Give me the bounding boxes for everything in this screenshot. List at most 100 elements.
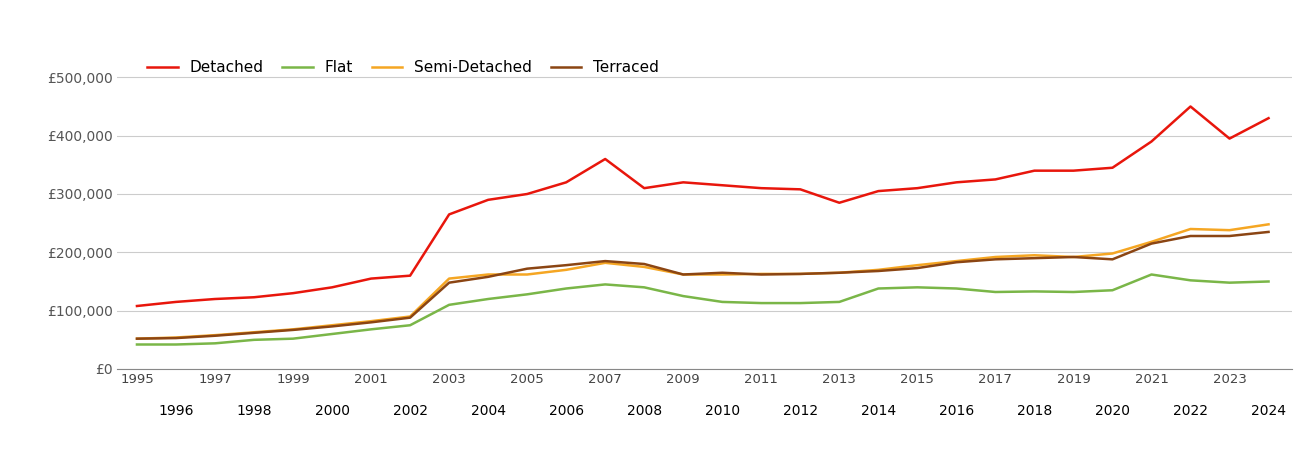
Detached (286, 290, 301, 296)
Semi-Detached (637, 264, 652, 270)
Flat (870, 286, 886, 291)
Semi-Detached (441, 276, 457, 281)
Terraced (402, 315, 418, 320)
Detached (676, 180, 692, 185)
Flat (1221, 280, 1237, 285)
Flat (949, 286, 964, 291)
Terraced (598, 258, 613, 264)
Detached (870, 189, 886, 194)
Terraced (1066, 254, 1082, 260)
Line: Terraced: Terraced (137, 232, 1268, 339)
Detached (1182, 104, 1198, 109)
Semi-Detached (1221, 227, 1237, 233)
Semi-Detached (910, 262, 925, 268)
Flat (753, 301, 769, 306)
Detached (753, 185, 769, 191)
Terraced (480, 274, 496, 279)
Terraced (1143, 241, 1159, 246)
Semi-Detached (1066, 254, 1082, 260)
Legend: Detached, Flat, Semi-Detached, Terraced: Detached, Flat, Semi-Detached, Terraced (141, 54, 666, 81)
Semi-Detached (1182, 226, 1198, 232)
Flat (402, 323, 418, 328)
Flat (559, 286, 574, 291)
Detached (402, 273, 418, 279)
Terraced (676, 272, 692, 277)
Flat (519, 292, 535, 297)
Flat (1104, 288, 1120, 293)
Detached (792, 187, 808, 192)
Detached (1143, 139, 1159, 144)
Terraced (870, 268, 886, 274)
Detached (714, 183, 729, 188)
Flat (480, 296, 496, 302)
Detached (1104, 165, 1120, 171)
Detached (1066, 168, 1082, 173)
Line: Detached: Detached (137, 107, 1268, 306)
Detached (910, 185, 925, 191)
Detached (363, 276, 378, 281)
Flat (207, 341, 223, 346)
Terraced (207, 333, 223, 338)
Flat (1261, 279, 1276, 284)
Semi-Detached (753, 271, 769, 277)
Semi-Detached (714, 272, 729, 277)
Terraced (949, 260, 964, 265)
Semi-Detached (831, 270, 847, 275)
Semi-Detached (1143, 239, 1159, 244)
Terraced (637, 261, 652, 267)
Semi-Detached (1104, 251, 1120, 256)
Terraced (753, 272, 769, 277)
Semi-Detached (247, 329, 262, 335)
Flat (286, 336, 301, 342)
Terraced (988, 256, 1004, 262)
Detached (637, 185, 652, 191)
Semi-Detached (363, 319, 378, 324)
Detached (1221, 136, 1237, 141)
Flat (910, 285, 925, 290)
Flat (247, 337, 262, 342)
Flat (637, 285, 652, 290)
Terraced (1261, 229, 1276, 234)
Terraced (1104, 256, 1120, 262)
Terraced (1182, 233, 1198, 238)
Detached (247, 295, 262, 300)
Semi-Detached (792, 271, 808, 277)
Detached (559, 180, 574, 185)
Flat (441, 302, 457, 307)
Semi-Detached (1027, 252, 1043, 258)
Detached (519, 191, 535, 197)
Flat (1066, 289, 1082, 295)
Detached (1027, 168, 1043, 173)
Terraced (247, 330, 262, 336)
Semi-Detached (402, 314, 418, 319)
Flat (1027, 289, 1043, 294)
Semi-Detached (286, 327, 301, 332)
Terraced (363, 320, 378, 325)
Semi-Detached (598, 260, 613, 265)
Detached (831, 200, 847, 206)
Semi-Detached (559, 267, 574, 273)
Flat (363, 327, 378, 332)
Flat (1143, 272, 1159, 277)
Terraced (441, 280, 457, 285)
Flat (831, 299, 847, 305)
Semi-Detached (168, 335, 184, 340)
Terraced (559, 262, 574, 268)
Flat (988, 289, 1004, 295)
Detached (480, 197, 496, 202)
Terraced (792, 271, 808, 277)
Semi-Detached (207, 333, 223, 338)
Semi-Detached (949, 258, 964, 264)
Detached (324, 285, 339, 290)
Flat (129, 342, 145, 347)
Line: Flat: Flat (137, 274, 1268, 345)
Terraced (286, 327, 301, 333)
Terraced (519, 266, 535, 271)
Semi-Detached (1261, 222, 1276, 227)
Flat (714, 299, 729, 305)
Line: Semi-Detached: Semi-Detached (137, 225, 1268, 339)
Terraced (129, 336, 145, 342)
Terraced (831, 270, 847, 275)
Terraced (324, 324, 339, 329)
Terraced (1221, 233, 1237, 238)
